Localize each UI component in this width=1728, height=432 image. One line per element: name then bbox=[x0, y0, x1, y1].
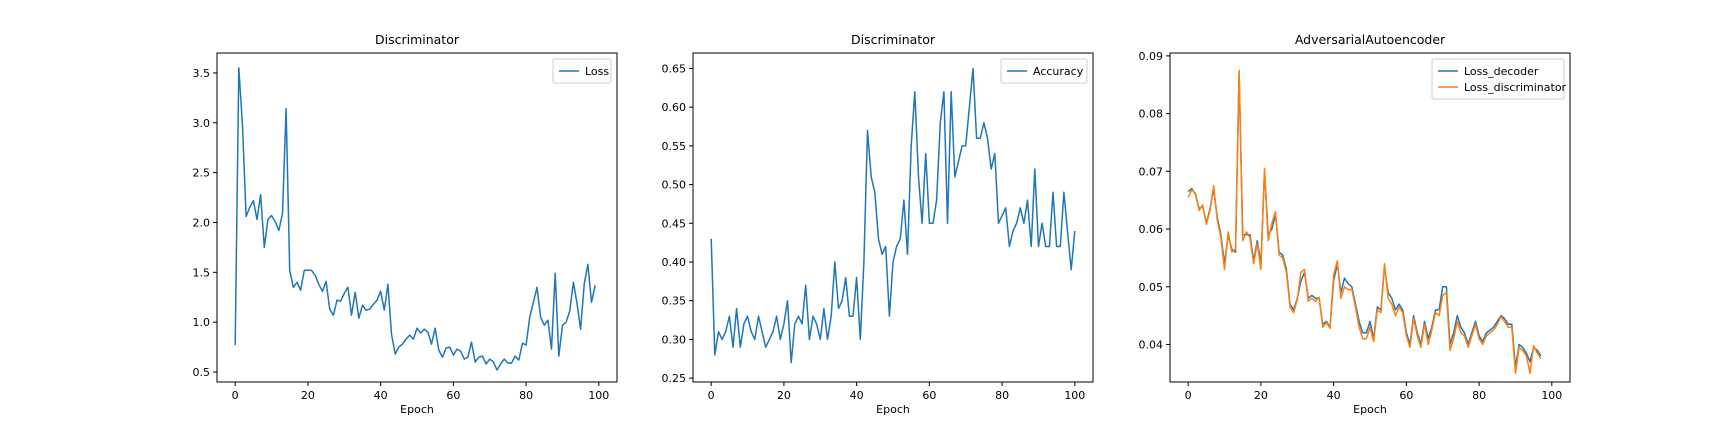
x-tick-label: 40 bbox=[374, 389, 388, 402]
y-tick-label: 0.5 bbox=[193, 366, 211, 379]
y-tick-label: 0.30 bbox=[662, 333, 687, 346]
y-tick-label: 0.35 bbox=[662, 295, 687, 308]
series-line-loss-discriminator bbox=[1187, 69, 1542, 375]
y-tick-label: 1.0 bbox=[193, 316, 211, 329]
x-tick-label: 60 bbox=[922, 389, 936, 402]
x-tick-label: 80 bbox=[1472, 389, 1486, 402]
x-axis-label: Epoch bbox=[1353, 403, 1387, 416]
x-tick-label: 60 bbox=[1399, 389, 1413, 402]
chart-3: 0 20 40 60 80 100 0.04 0.05 0.06 0.07 0.08 0.09 Adve… bbox=[1139, 32, 1571, 416]
x-tick-label: 100 bbox=[1064, 389, 1085, 402]
legend-label: Loss bbox=[585, 65, 609, 78]
y-tick-label: 0.65 bbox=[662, 62, 687, 75]
x-tick-label: 40 bbox=[1327, 389, 1341, 402]
legend-label: Loss_decoder bbox=[1464, 65, 1539, 78]
chart-title: AdversarialAutoencoder bbox=[1295, 32, 1446, 47]
x-tick-label: 80 bbox=[519, 389, 533, 402]
x-tick-label: 0 bbox=[708, 389, 715, 402]
x-axis-label: Epoch bbox=[400, 403, 434, 416]
y-tick-label: 0.45 bbox=[662, 217, 687, 230]
y-tick-label: 3.5 bbox=[193, 67, 211, 80]
chart-1: 0 20 40 60 80 100 0.5 1.0 1.5 2.0 2.5 3.0 3.5 Discrim… bbox=[193, 32, 618, 416]
legend-box bbox=[1431, 58, 1565, 100]
axes-frame bbox=[1169, 52, 1571, 383]
y-tick-label: 0.07 bbox=[1139, 165, 1164, 178]
legend: Loss_decoder Loss_discriminator bbox=[1431, 58, 1567, 100]
y-tick-label: 0.40 bbox=[662, 256, 687, 269]
y-tick-label: 0.50 bbox=[662, 179, 687, 192]
axes-frame bbox=[692, 52, 1094, 383]
x-tick-label: 20 bbox=[777, 389, 791, 402]
legend-label: Accuracy bbox=[1033, 65, 1084, 78]
y-tick-label: 3.0 bbox=[193, 117, 211, 130]
x-tick-label: 20 bbox=[1254, 389, 1268, 402]
legend-box bbox=[552, 58, 612, 84]
x-tick-label: 0 bbox=[232, 389, 239, 402]
x-tick-label: 20 bbox=[301, 389, 315, 402]
x-axis-label: Epoch bbox=[876, 403, 910, 416]
x-tick-label: 100 bbox=[1541, 389, 1562, 402]
y-tick-label: 0.08 bbox=[1139, 108, 1164, 121]
y-tick-label: 0.05 bbox=[1139, 281, 1164, 294]
legend: Accuracy bbox=[1000, 58, 1088, 84]
legend: Loss bbox=[552, 58, 612, 84]
y-tick-label: 2.0 bbox=[193, 216, 211, 229]
y-tick-label: 0.25 bbox=[662, 372, 687, 385]
x-tick-label: 80 bbox=[995, 389, 1009, 402]
y-tick-label: 0.55 bbox=[662, 140, 687, 153]
series-line-loss-decoder bbox=[1187, 72, 1542, 369]
series-line-accuracy bbox=[710, 67, 1076, 364]
chart-2: 0 20 40 60 80 100 0.25 0.30 0.35 0.40 0.45 0.50 0.55… bbox=[662, 32, 1094, 416]
y-tick-label: 0.04 bbox=[1139, 338, 1164, 351]
legend-label: Loss_discriminator bbox=[1464, 81, 1567, 94]
y-tick-label: 2.5 bbox=[193, 167, 211, 180]
x-tick-label: 0 bbox=[1185, 389, 1192, 402]
chart-title: Discriminator bbox=[851, 32, 936, 47]
x-tick-label: 40 bbox=[850, 389, 864, 402]
x-tick-label: 60 bbox=[446, 389, 460, 402]
y-tick-label: 0.60 bbox=[662, 101, 687, 114]
y-tick-label: 0.06 bbox=[1139, 223, 1164, 236]
series-line-loss bbox=[234, 67, 596, 371]
chart-title: Discriminator bbox=[375, 32, 460, 47]
x-tick-label: 100 bbox=[588, 389, 609, 402]
y-tick-label: 0.09 bbox=[1139, 50, 1164, 63]
y-tick-label: 1.5 bbox=[193, 266, 211, 279]
legend-box bbox=[1000, 58, 1088, 84]
axes-frame bbox=[216, 52, 618, 383]
